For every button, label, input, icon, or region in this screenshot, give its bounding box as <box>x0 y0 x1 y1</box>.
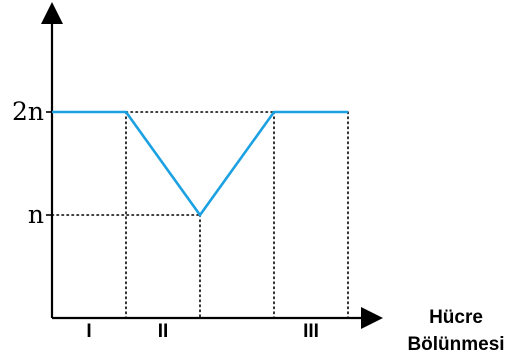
segment-labels: I II III <box>86 321 319 342</box>
series <box>52 110 348 218</box>
segment-label-0: I <box>86 321 91 342</box>
x-axis-label-line-2: Bölünmesi <box>407 334 504 355</box>
y-axis-arrow-icon <box>41 2 63 24</box>
y-tick-label-1: n <box>28 200 44 229</box>
y-ticks: 2n n <box>12 97 52 229</box>
axes <box>41 2 383 329</box>
segment-label-2: III <box>303 321 319 342</box>
x-axis-arrow-icon <box>361 307 383 329</box>
segment-label-1: II <box>158 321 169 342</box>
series-line-0 <box>52 110 348 218</box>
y-tick-label-0: 2n <box>12 97 44 126</box>
x-axis-label-line-1: Hücre <box>429 307 483 328</box>
